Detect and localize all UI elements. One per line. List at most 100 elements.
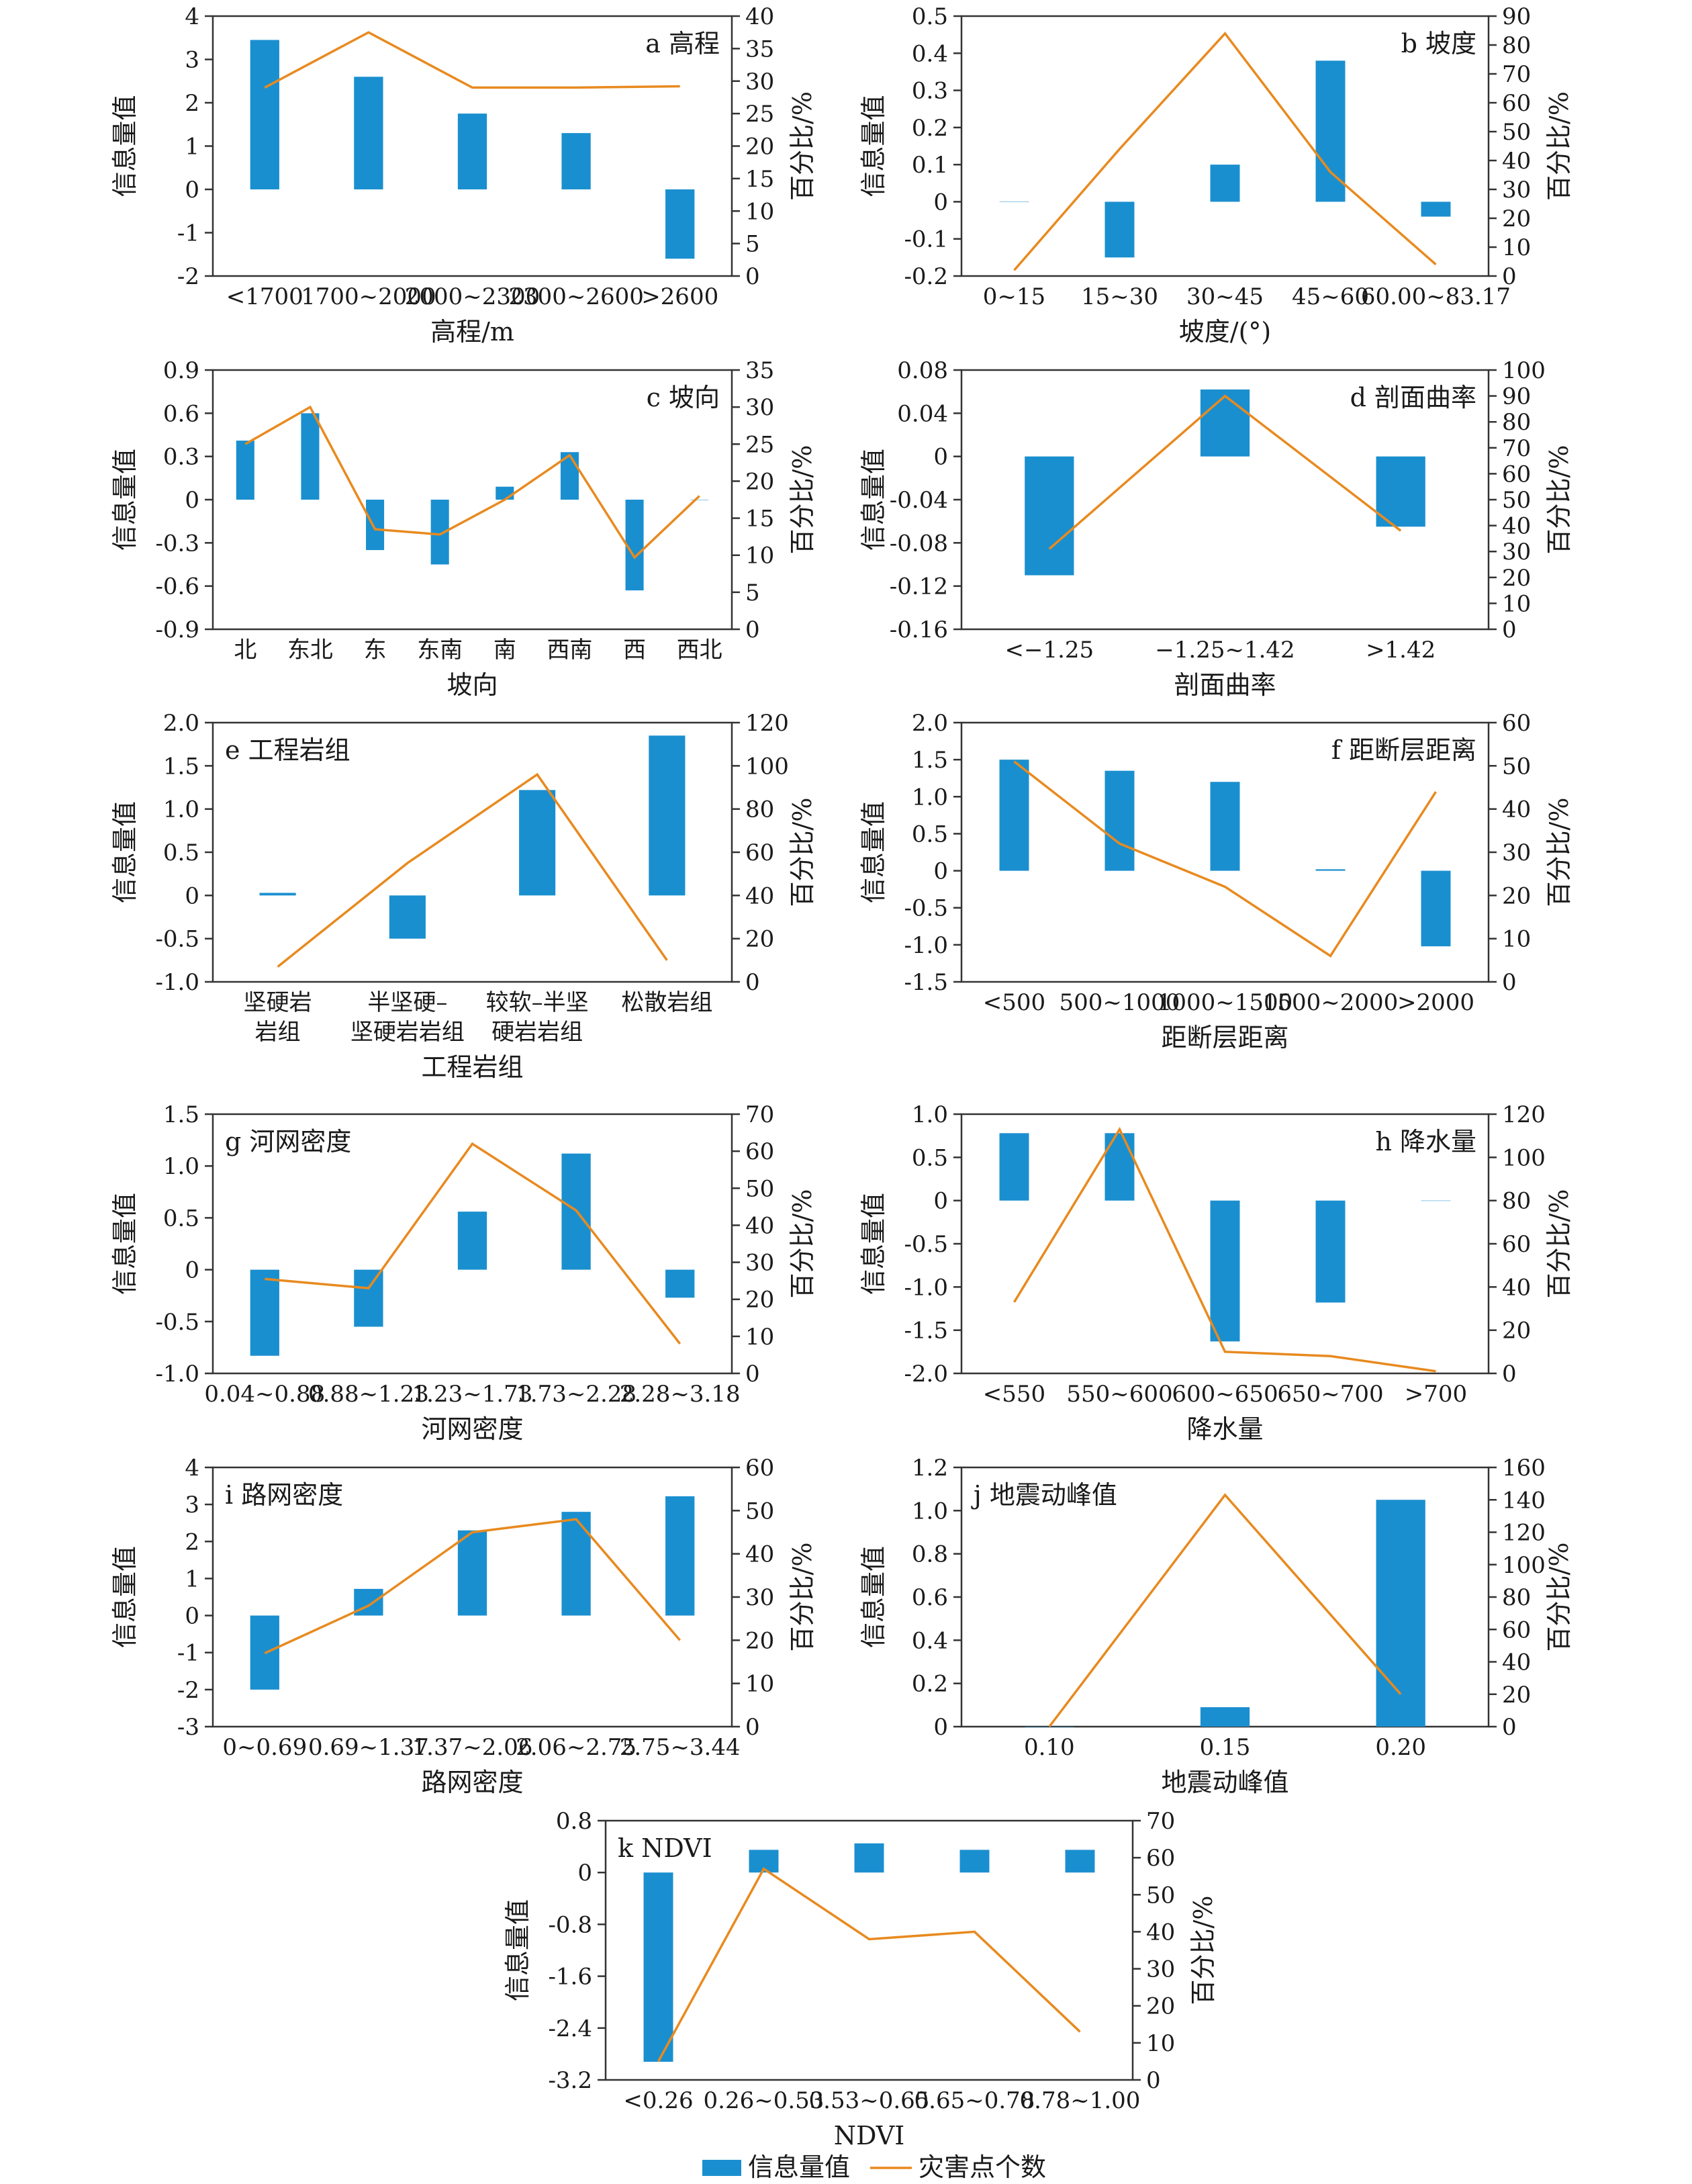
y2-tick-label: 0: [745, 263, 760, 290]
x-tick-label: >2000: [1397, 989, 1474, 1016]
x-tick-label: <0.26: [623, 2087, 693, 2114]
plot-frame: [604, 1819, 1134, 2081]
y2-tick-label: 20: [745, 1287, 774, 1314]
y2-tick-label: 10: [745, 543, 774, 570]
y2-tick-label: 50: [1502, 753, 1531, 780]
y2-axis-title: 百分比/%: [1544, 798, 1574, 907]
y-tick-label: 0: [933, 444, 948, 471]
x-tick-label: 60.00~83.17: [1361, 283, 1511, 310]
y2-tick-label: 160: [1502, 1455, 1546, 1482]
legend-line-label: 灾害点个数: [919, 2152, 1046, 2182]
y2-axis-title: 百分比/%: [788, 91, 817, 201]
y2-tick-label: 20: [745, 134, 774, 161]
x-tick-label: 0.69~1.37: [308, 1734, 429, 1761]
y2-tick-label: 40: [745, 1541, 774, 1568]
bar-a-3: [561, 133, 591, 189]
y-tick-label: -0.12: [890, 574, 948, 600]
y-axis-title: 信息量值: [110, 801, 140, 903]
bar-f-3: [1315, 869, 1346, 871]
x-tick-label: 0.78~1.00: [1020, 2087, 1141, 2114]
bar-c-1: [301, 413, 320, 500]
y2-tick-label: 60: [1502, 710, 1531, 737]
y2-tick-label: 20: [1502, 1318, 1531, 1345]
bar-h-0: [999, 1133, 1029, 1201]
y-tick-label: 1.0: [912, 1498, 948, 1525]
bar-f-2: [1210, 782, 1240, 871]
y2-tick-label: 80: [1502, 32, 1531, 59]
bar-h-2: [1210, 1200, 1240, 1342]
y-tick-label: -0.6: [155, 574, 199, 600]
bar-k-2: [854, 1843, 884, 1873]
y2-tick-label: 60: [745, 1455, 774, 1482]
y-tick-label: -1: [177, 1640, 199, 1667]
bar-c-4: [496, 486, 514, 500]
y-tick-label: 0.04: [897, 400, 948, 427]
y-tick-label: 1.0: [163, 797, 199, 823]
bar-e-2: [519, 790, 556, 896]
y2-tick-label: 25: [745, 431, 774, 458]
x-tick-label: 硬岩岩组: [491, 1019, 583, 1046]
bar-f-4: [1421, 870, 1451, 947]
y-axis-title: 信息量值: [110, 95, 140, 197]
y2-tick-label: 60: [745, 839, 774, 866]
bar-g-1: [354, 1269, 383, 1327]
y2-tick-label: 100: [1502, 1552, 1546, 1579]
chart-panel-d: -0.16-0.12-0.08-0.0400.040.0801020304050…: [859, 357, 1574, 700]
y-tick-label: -0.9: [155, 617, 199, 643]
x-axis-title: 距断层距离: [1161, 1023, 1288, 1052]
y-tick-label: 0: [933, 189, 948, 216]
x-tick-label: <−1.25: [1004, 637, 1094, 664]
y-tick-label: 1.0: [912, 1101, 948, 1128]
y2-tick-label: 100: [1502, 357, 1546, 384]
y-tick-label: -2.4: [548, 2015, 592, 2042]
y2-tick-label: 120: [1502, 1101, 1546, 1128]
chart-panel-k: -3.2 -2.4 -1.6 -0.8 0 0.8 0 10 20 30 40 50 60 70 <0.26…: [503, 1808, 1218, 2150]
y2-axis-title: 百分比/%: [788, 1543, 817, 1652]
x-tick-label: 南: [493, 637, 516, 664]
y2-tick-label: 60: [1502, 90, 1531, 117]
y2-tick-label: 60: [1502, 461, 1531, 488]
y-tick-label: 2: [185, 90, 199, 117]
panel-title: f 距断层距离: [1331, 735, 1476, 765]
y-tick-label: -1.5: [904, 1318, 948, 1345]
y-tick-label: -1.5: [904, 969, 948, 996]
line-series-j: [1048, 1493, 1402, 1728]
y2-tick-label: 25: [745, 101, 774, 128]
x-axis-title: NDVI: [834, 2121, 905, 2150]
line-series-f: [1013, 760, 1437, 958]
y2-tick-label: 70: [745, 1101, 774, 1128]
x-tick-label: >1.42: [1366, 637, 1436, 664]
y-tick-label: 0: [185, 1603, 199, 1630]
x-tick-label: 2.75~3.44: [620, 1734, 741, 1761]
x-tick-label: >2600: [641, 283, 718, 310]
y-tick-label: 1.5: [163, 1101, 199, 1128]
panel-title: k NDVI: [618, 1833, 712, 1863]
x-tick-label: 东北: [287, 637, 333, 664]
bar-c-2: [366, 500, 385, 551]
bar-b-3: [1315, 60, 1346, 202]
y2-tick-label: 100: [1502, 1144, 1546, 1171]
y2-tick-label: 0: [1502, 1714, 1517, 1741]
y-axis-title: 信息量值: [503, 1899, 532, 2001]
plot-frame: [960, 15, 1490, 277]
x-tick-label: 北: [234, 637, 256, 664]
bar-c-0: [236, 441, 254, 500]
bar-b-4: [1421, 201, 1451, 217]
x-tick-label: 45~60: [1292, 283, 1369, 310]
x-tick-label: 东: [364, 637, 387, 664]
y2-tick-label: 120: [745, 710, 789, 737]
panel-title: e 工程岩组: [225, 735, 350, 765]
y2-axis-title: 百分比/%: [1544, 1543, 1574, 1652]
x-tick-label: 西北: [677, 637, 722, 664]
x-axis-title: 高程/m: [430, 317, 514, 347]
x-tick-label: 0.20: [1375, 1734, 1426, 1761]
y-axis-title: 信息量值: [859, 801, 888, 903]
y2-tick-label: 140: [1502, 1487, 1546, 1514]
x-tick-label: 550~600: [1066, 1381, 1172, 1408]
x-tick-label: 西南: [547, 637, 592, 664]
y-tick-label: -0.08: [890, 530, 948, 557]
chart-panel-j: 0 0.2 0.4 0.6 0.8 1.0 1.2 0 20 40 60 80 100 120 140 160…: [859, 1455, 1574, 1797]
y-tick-label: 0: [185, 177, 199, 203]
y-tick-label: 3: [185, 1492, 199, 1518]
x-axis-title: 河网密度: [421, 1414, 523, 1444]
